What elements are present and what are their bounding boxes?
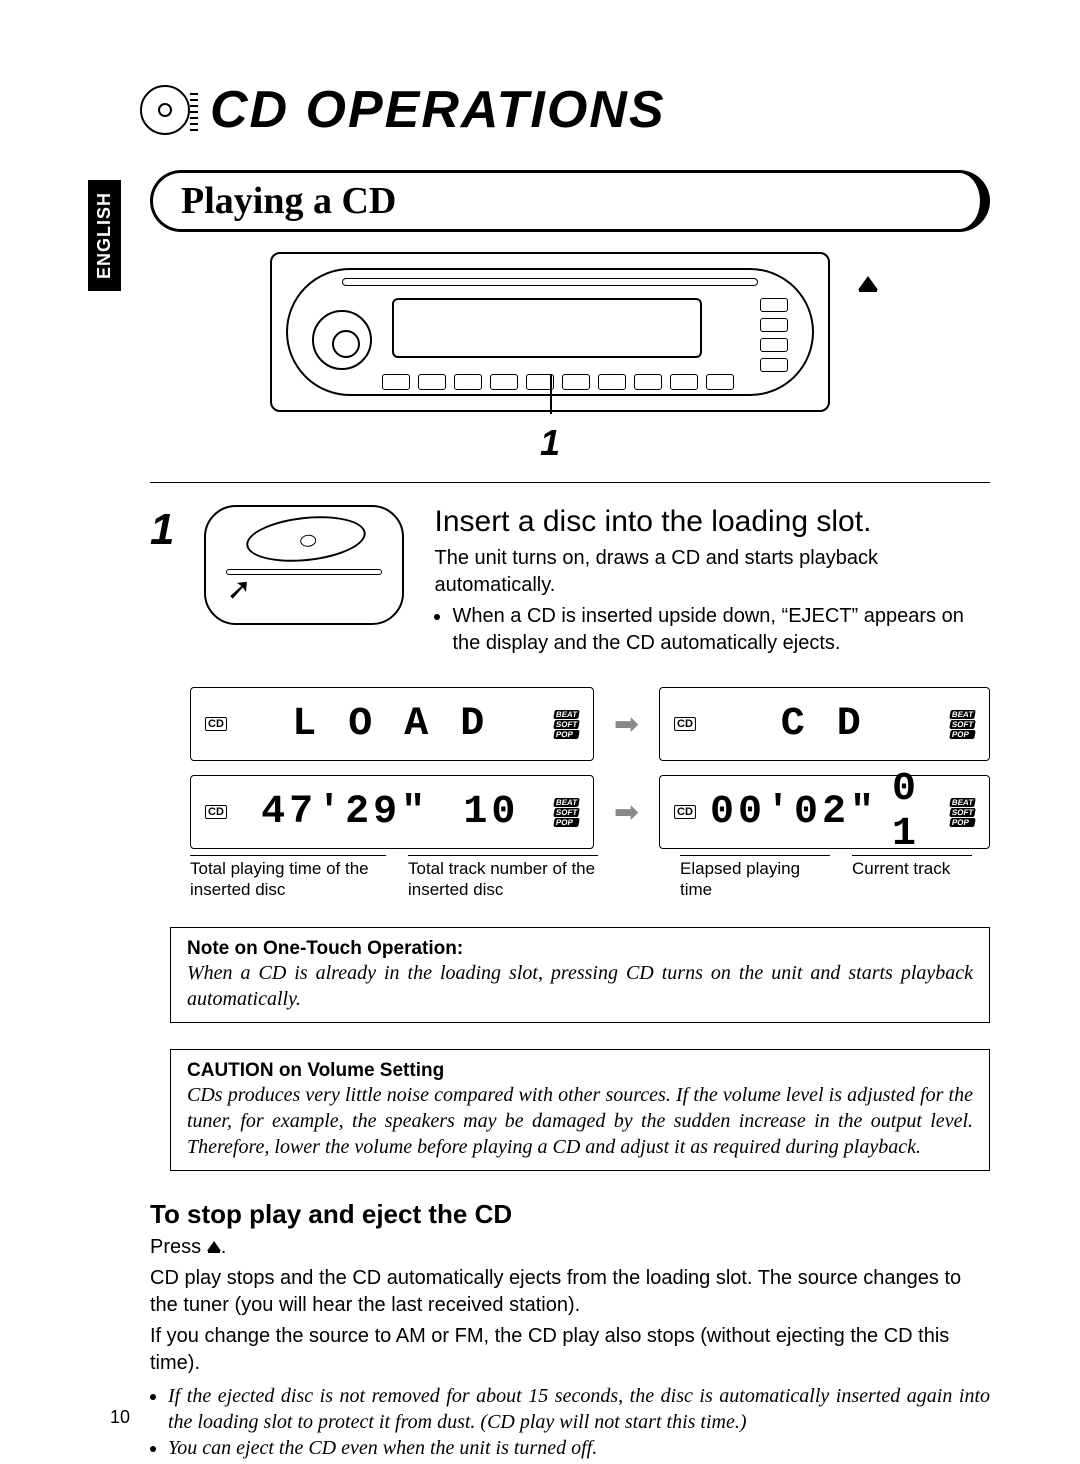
stop-body-2: If you change the source to AM or FM, th… <box>150 1323 990 1377</box>
section-title-box: Playing a CD <box>150 170 990 232</box>
sound-badges: BEATSOFTPOP <box>950 710 975 739</box>
stop-press-line: Press . <box>150 1234 990 1261</box>
cd-badge: CD <box>674 717 696 731</box>
caution-body: CDs produces very little noise compared … <box>187 1082 973 1160</box>
step-number: 1 <box>150 505 174 555</box>
title-row: CD OPERATIONS <box>140 80 990 140</box>
separator <box>150 482 990 483</box>
lcd-current-track: 0 1 <box>892 767 936 857</box>
lcd-elapsed: 00'02" <box>710 790 878 835</box>
label-current-track: Current track <box>852 855 972 901</box>
caution-title: CAUTION on Volume Setting <box>187 1060 973 1082</box>
sound-badges: BEATSOFTPOP <box>554 798 579 827</box>
page-title: CD OPERATIONS <box>210 80 666 140</box>
insert-disc-illustration: ➚ <box>204 505 404 625</box>
page-number: 10 <box>110 1407 130 1428</box>
sound-badges: BEATSOFTPOP <box>554 710 579 739</box>
step-bullet: When a CD is inserted upside down, “EJEC… <box>452 603 990 657</box>
lcd-total: CD 47'29" 10 BEATSOFTPOP <box>190 775 594 849</box>
lcd-cd: CD C D BEATSOFTPOP <box>659 687 990 761</box>
lcd-row-1: CD L O A D BEATSOFTPOP ➡ CD C D BEATSOFT… <box>190 687 990 761</box>
section-title: Playing a CD <box>181 180 396 222</box>
stop-note-2: You can eject the CD even when the unit … <box>168 1435 990 1461</box>
step-heading: Insert a disc into the loading slot. <box>434 505 990 539</box>
callout-number: 1 <box>540 422 560 464</box>
note-one-touch: Note on One-Touch Operation: When a CD i… <box>170 927 990 1023</box>
cd-badge: CD <box>205 805 227 819</box>
step-1: 1 ➚ Insert a disc into the loading slot.… <box>150 505 990 657</box>
stop-note-1: If the ejected disc is not removed for a… <box>168 1383 990 1435</box>
arrow-right-icon: ➡ <box>614 707 639 742</box>
lcd-total-time: 47'29" <box>261 790 429 835</box>
lcd-row-2: CD 47'29" 10 BEATSOFTPOP ➡ CD 00'02" 0 1… <box>190 775 990 849</box>
lcd-current: CD 00'02" 0 1 BEATSOFTPOP <box>659 775 990 849</box>
cd-badge: CD <box>674 805 696 819</box>
lcd-load: CD L O A D BEATSOFTPOP <box>190 687 594 761</box>
note-body: When a CD is already in the loading slot… <box>187 960 973 1012</box>
arrow-right-icon: ➡ <box>614 795 639 830</box>
eject-icon <box>207 1241 221 1251</box>
label-elapsed: Elapsed playing time <box>680 855 830 901</box>
stop-notes-list: If the ejected disc is not removed for a… <box>150 1383 990 1461</box>
device-illustration: 1 <box>270 252 990 412</box>
label-total-tracks: Total track number of the inserted disc <box>408 855 598 901</box>
lcd-text: L O A D <box>292 702 488 747</box>
lcd-text: C D <box>781 702 865 747</box>
step-description: The unit turns on, draws a CD and starts… <box>434 545 990 599</box>
sound-badges: BEATSOFTPOP <box>950 798 975 827</box>
lcd-labels: Total playing time of the inserted disc … <box>190 855 990 901</box>
label-total-time: Total playing time of the inserted disc <box>190 855 386 901</box>
note-title: Note on One-Touch Operation: <box>187 938 973 960</box>
cd-badge: CD <box>205 717 227 731</box>
stop-heading: To stop play and eject the CD <box>150 1199 990 1230</box>
disc-icon <box>140 85 190 135</box>
caution-volume: CAUTION on Volume Setting CDs produces v… <box>170 1049 990 1171</box>
eject-icon <box>858 276 878 290</box>
language-tab: ENGLISH <box>88 180 121 291</box>
stop-body-1: CD play stops and the CD automatically e… <box>150 1265 990 1319</box>
lcd-total-tracks: 10 <box>463 790 519 835</box>
